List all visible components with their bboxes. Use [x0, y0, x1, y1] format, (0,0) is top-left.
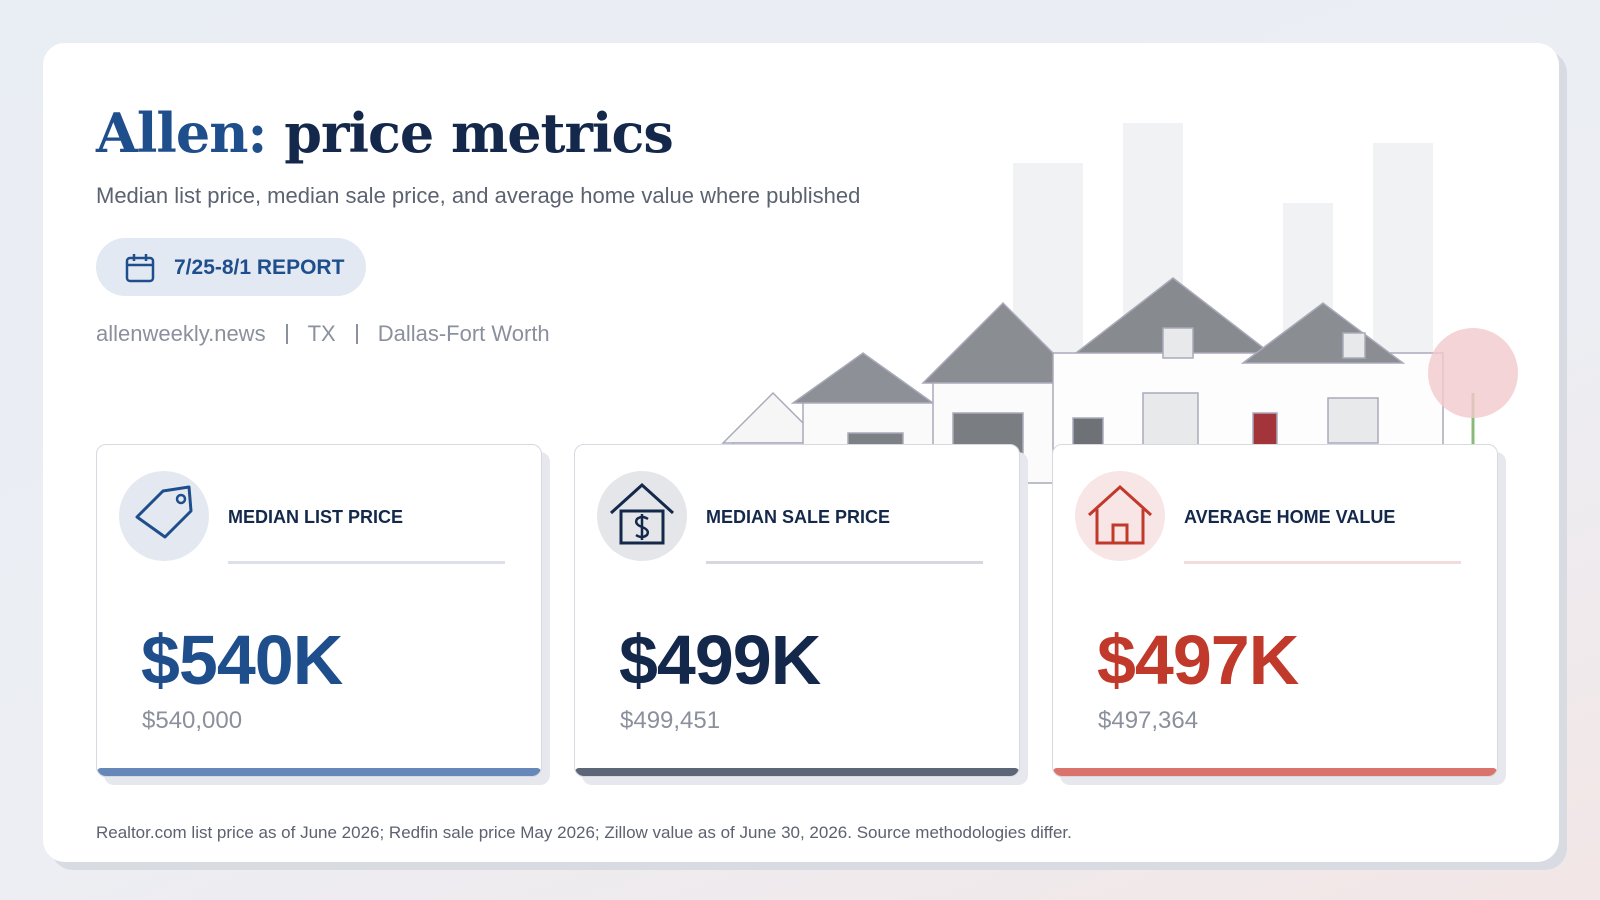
card-value: $497K — [1097, 621, 1299, 699]
calendar-icon — [125, 254, 155, 283]
tag-icon — [135, 485, 193, 539]
accent-bar — [97, 768, 541, 776]
icon-circle — [597, 471, 687, 561]
meta-state: TX — [307, 321, 336, 346]
house-illustration — [721, 123, 1518, 493]
divider — [706, 561, 983, 564]
card-detail: $540,000 — [142, 707, 243, 734]
meta: allenweekly.news TX Dallas-Fort Worth — [96, 321, 550, 347]
separator — [355, 324, 358, 344]
separator — [285, 324, 288, 344]
report-badge: 7/25-8/1 REPORT — [96, 238, 366, 296]
footer-note: Realtor.com list price as of June 2026; … — [96, 823, 1072, 842]
house-icon — [1087, 484, 1153, 545]
subtitle: Median list price, median sale price, an… — [96, 183, 861, 208]
card-value: $499K — [619, 621, 821, 699]
card-detail: $499,451 — [620, 707, 721, 734]
card-label: MEDIAN SALE PRICE — [706, 507, 891, 527]
card-label: MEDIAN LIST PRICE — [228, 507, 404, 527]
title: Allen: price metrics — [96, 101, 674, 165]
divider — [228, 561, 505, 564]
meta-metro: Dallas-Fort Worth — [377, 321, 550, 346]
meta-source: allenweekly.news — [96, 321, 266, 346]
house-dollar-icon — [609, 482, 675, 545]
accent-bar — [1053, 768, 1497, 776]
metric-card: MEDIAN LIST PRICE $540K $540,000 — [96, 444, 542, 777]
title-rest: price metrics — [284, 101, 673, 165]
title-place: Allen: — [96, 101, 267, 165]
card-label: AVERAGE HOME VALUE — [1184, 507, 1396, 527]
badge-text: 7/25-8/1 REPORT — [174, 256, 345, 279]
report-panel: Allen: price metrics Median list price, … — [43, 43, 1559, 862]
card-value: $540K — [141, 621, 343, 699]
metric-card: MEDIAN SALE PRICE $499K $499,451 — [574, 444, 1020, 777]
icon-circle — [119, 471, 209, 561]
card-detail: $497,364 — [1098, 707, 1199, 734]
metric-card: AVERAGE HOME VALUE $497K $497,364 — [1052, 444, 1498, 777]
icon-circle — [1075, 471, 1165, 561]
divider — [1184, 561, 1461, 564]
accent-bar — [575, 768, 1019, 776]
